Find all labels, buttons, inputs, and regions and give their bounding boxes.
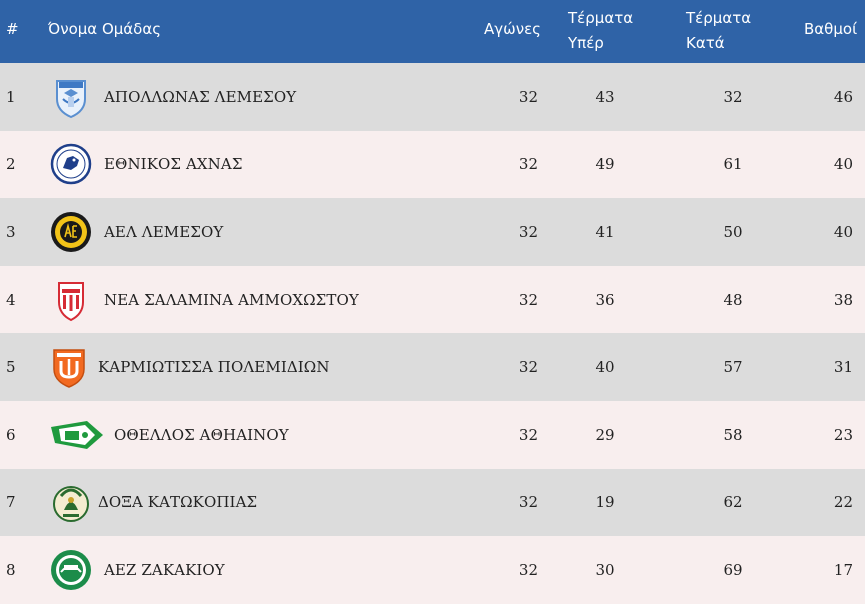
goals-for: 36 xyxy=(595,290,615,309)
team-name[interactable]: ΚΑΡΜΙΩΤΙΣΣΑ ΠΟΛΕΜΙΔΙΩΝ xyxy=(98,358,330,377)
header-goals-for-line1: Τέρματα xyxy=(568,9,634,27)
row-rank: 8 xyxy=(6,560,16,579)
row-rank: 5 xyxy=(6,358,16,377)
header-team-name: Όνομα Ομάδας xyxy=(48,20,162,38)
ael-limassol-logo xyxy=(49,210,93,254)
header-rank: # xyxy=(6,20,19,38)
header-points: Βαθμοί xyxy=(804,20,858,38)
goals-for: 29 xyxy=(595,425,615,444)
aez-logo xyxy=(49,548,93,592)
row-rank: 6 xyxy=(6,425,16,444)
ethnikos-achnas-logo xyxy=(49,142,93,186)
points: 31 xyxy=(833,358,853,377)
table-row[interactable]: 3 ΑΕΛ ΛΕΜΕΣΟΥ 32 41 50 40 xyxy=(0,198,865,266)
games-played: 32 xyxy=(518,358,538,377)
goals-for: 49 xyxy=(595,155,615,174)
nea-salamis-logo xyxy=(49,278,93,322)
games-played: 32 xyxy=(518,87,538,106)
header-goals-against-line2: Κατά xyxy=(686,34,725,52)
karmiotissa-logo xyxy=(47,345,91,389)
table-row[interactable]: 2 ΕΘΝΙΚΟΣ ΑΧΝΑΣ 32 49 61 40 xyxy=(0,130,865,199)
goals-against: 62 xyxy=(723,493,743,512)
games-played: 32 xyxy=(518,155,538,174)
games-played: 32 xyxy=(518,560,538,579)
header-goals-against: Τέρματα Κατά xyxy=(686,8,766,53)
goals-for: 30 xyxy=(595,560,615,579)
goals-against: 58 xyxy=(723,425,743,444)
goals-against: 48 xyxy=(723,290,743,309)
row-rank: 1 xyxy=(6,87,16,106)
goals-against: 50 xyxy=(723,222,743,241)
goals-against: 69 xyxy=(723,560,743,579)
apollon-shield-logo xyxy=(49,75,93,119)
points: 46 xyxy=(833,87,853,106)
games-played: 32 xyxy=(518,222,538,241)
header-goals-for-line2: Υπέρ xyxy=(568,34,604,52)
goals-for: 43 xyxy=(595,87,615,106)
table-row[interactable]: 5 ΚΑΡΜΙΩΤΙΣΣΑ ΠΟΛΕΜΙΔΙΩΝ 32 40 57 31 xyxy=(0,333,865,401)
row-rank: 4 xyxy=(6,290,16,309)
points: 40 xyxy=(833,222,853,241)
team-name[interactable]: ΔΟΞΑ ΚΑΤΩΚΟΠΙΑΣ xyxy=(98,493,258,512)
points: 17 xyxy=(833,560,853,579)
games-played: 32 xyxy=(518,290,538,309)
team-name[interactable]: ΑΕΖ ΖΑΚΑΚΙΟΥ xyxy=(104,560,225,579)
header-goals-for: Τέρματα Υπέρ xyxy=(568,8,648,53)
row-rank: 7 xyxy=(6,493,16,512)
goals-for: 40 xyxy=(595,358,615,377)
goals-against: 57 xyxy=(723,358,743,377)
row-rank: 3 xyxy=(6,222,16,241)
team-name[interactable]: ΑΕΛ ΛΕΜΕΣΟΥ xyxy=(104,222,224,241)
points: 22 xyxy=(833,493,853,512)
goals-against: 61 xyxy=(723,155,743,174)
table-row[interactable]: 4 ΝΕΑ ΣΑΛΑΜΙΝΑ ΑΜΜΟΧΩΣΤΟΥ 32 36 48 38 xyxy=(0,265,865,334)
team-name[interactable]: ΑΠΟΛΛΩΝΑΣ ΛΕΜΕΣΟΥ xyxy=(104,87,297,106)
points: 23 xyxy=(833,425,853,444)
header-goals-against-line1: Τέρματα xyxy=(686,9,752,27)
points: 40 xyxy=(833,155,853,174)
goals-for: 19 xyxy=(595,493,615,512)
games-played: 32 xyxy=(518,425,538,444)
table-row[interactable]: 8 ΑΕΖ ΖΑΚΑΚΙΟΥ 32 30 69 17 xyxy=(0,536,865,604)
table-row[interactable]: 7 ΔΟΞΑ ΚΑΤΩΚΟΠΙΑΣ 32 19 62 22 xyxy=(0,468,865,537)
table-header: # Όνομα Ομάδας Αγώνες Τέρματα Υπέρ Τέρμα… xyxy=(0,0,865,63)
table-row[interactable]: 6 ΟΘΕΛΛΟΣ ΑΘΗΑΙΝΟΥ 32 29 58 23 xyxy=(0,400,865,469)
othellos-logo xyxy=(49,413,105,457)
row-rank: 2 xyxy=(6,155,16,174)
team-name[interactable]: ΝΕΑ ΣΑΛΑΜΙΝΑ ΑΜΜΟΧΩΣΤΟΥ xyxy=(104,290,359,309)
team-name[interactable]: ΟΘΕΛΛΟΣ ΑΘΗΑΙΝΟΥ xyxy=(114,425,289,444)
points: 38 xyxy=(833,290,853,309)
team-name[interactable]: ΕΘΝΙΚΟΣ ΑΧΝΑΣ xyxy=(104,155,243,174)
goals-for: 41 xyxy=(595,222,615,241)
header-played: Αγώνες xyxy=(484,20,541,38)
doxa-logo xyxy=(49,480,93,524)
goals-against: 32 xyxy=(723,87,743,106)
games-played: 32 xyxy=(518,493,538,512)
table-row[interactable]: 1 ΑΠΟΛΛΩΝΑΣ ΛΕΜΕΣΟΥ 32 43 32 46 xyxy=(0,63,865,131)
